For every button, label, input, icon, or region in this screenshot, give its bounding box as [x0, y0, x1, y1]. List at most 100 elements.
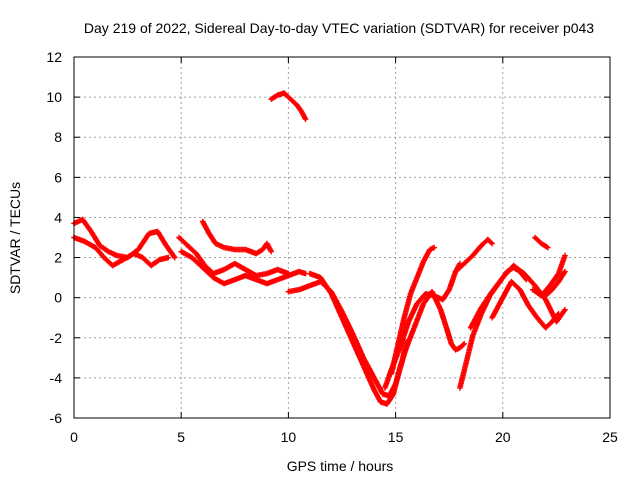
data-point — [339, 316, 356, 345]
data-point — [511, 263, 528, 277]
data-point — [438, 308, 450, 333]
series-track-3 — [176, 234, 292, 279]
data-point — [350, 332, 367, 361]
series-track-17 — [530, 252, 568, 299]
data-point — [408, 274, 420, 295]
data-point — [404, 322, 418, 350]
data-point — [414, 258, 427, 279]
y-tick-label: 12 — [46, 49, 62, 65]
data-point — [470, 242, 485, 258]
x-axis-title: GPS time / hours — [287, 458, 394, 474]
data-point — [490, 274, 506, 294]
data-point — [179, 249, 195, 261]
data-point — [329, 292, 345, 321]
series-track-8 — [307, 270, 410, 407]
data-point — [463, 332, 476, 364]
data-points — [71, 90, 568, 407]
data-point — [406, 300, 420, 324]
data-point — [462, 252, 476, 266]
data-point — [412, 300, 427, 328]
data-point — [556, 268, 568, 284]
data-point — [158, 254, 172, 263]
data-point — [136, 230, 152, 252]
series-track-11 — [403, 288, 468, 353]
y-tick-label: 2 — [54, 250, 62, 266]
data-point — [401, 290, 414, 320]
data-point — [382, 367, 395, 390]
data-point — [254, 277, 270, 287]
data-point — [429, 290, 444, 313]
data-point — [288, 97, 300, 108]
x-tick-label: 15 — [388, 429, 404, 445]
data-point — [72, 235, 88, 245]
y-tick-label: 8 — [54, 129, 62, 145]
data-point — [83, 239, 99, 251]
y-tick-label: 0 — [54, 290, 62, 306]
y-tick-label: 10 — [46, 89, 62, 105]
data-point — [526, 304, 540, 321]
data-point — [372, 376, 386, 397]
chart-title: Day 219 of 2022, Sidereal Day-to-day VTE… — [84, 20, 594, 36]
data-point — [428, 244, 437, 252]
data-point — [89, 229, 103, 249]
data-point — [200, 265, 217, 281]
y-tick-label: -4 — [50, 370, 63, 386]
data-point — [194, 251, 208, 269]
data-point — [164, 243, 178, 261]
series-track-7 — [285, 278, 410, 399]
data-point — [533, 235, 545, 247]
data-point — [190, 255, 206, 271]
plot-frame — [73, 56, 611, 419]
data-point — [282, 91, 294, 102]
data-point — [361, 356, 377, 381]
data-point — [522, 271, 538, 289]
y-tick-label: 6 — [54, 169, 62, 185]
data-point — [350, 340, 367, 369]
data-point — [539, 282, 553, 298]
y-axis-title: SDTVAR / TECUs — [7, 182, 23, 294]
data-point — [509, 279, 523, 293]
data-point — [391, 365, 403, 396]
data-point — [444, 328, 455, 347]
y-tick-label: -2 — [50, 330, 63, 346]
data-point — [233, 272, 249, 282]
x-tick-label: 0 — [70, 429, 78, 445]
data-point — [132, 251, 146, 261]
data-point — [286, 268, 302, 278]
data-point — [211, 275, 227, 287]
data-point — [295, 103, 305, 114]
data-point — [550, 278, 562, 292]
axis-ticks: 0 5 10 15 20 25 -6 -4 -2 0 2 4 6 8 10 12 — [46, 49, 618, 445]
y-tick-label: 4 — [54, 209, 62, 225]
series-track-13 — [452, 236, 495, 275]
data-point — [361, 364, 377, 393]
data-point — [147, 228, 161, 236]
data-point — [556, 252, 568, 275]
data-point — [468, 304, 485, 330]
series-track-18 — [542, 268, 568, 299]
data-point — [80, 217, 94, 235]
data-point — [265, 266, 281, 276]
data-point — [121, 250, 137, 262]
data-point — [111, 256, 127, 268]
series-track-4 — [178, 248, 309, 287]
data-point — [93, 245, 107, 261]
series-track-16 — [532, 234, 551, 251]
data-point — [299, 109, 309, 122]
series-track-5 — [199, 218, 275, 257]
series-track-1 — [71, 216, 178, 261]
data-point — [489, 294, 506, 320]
data-point — [539, 241, 551, 251]
data-point — [454, 345, 463, 352]
data-point — [254, 246, 266, 256]
data-point — [200, 219, 212, 237]
grid — [74, 57, 610, 418]
data-point — [517, 288, 532, 309]
data-point — [550, 310, 562, 324]
data-point — [211, 266, 227, 276]
data-point — [458, 340, 468, 350]
x-tick-label: 20 — [495, 429, 511, 445]
data-point — [457, 359, 470, 390]
y-tick-label: -6 — [50, 410, 63, 426]
